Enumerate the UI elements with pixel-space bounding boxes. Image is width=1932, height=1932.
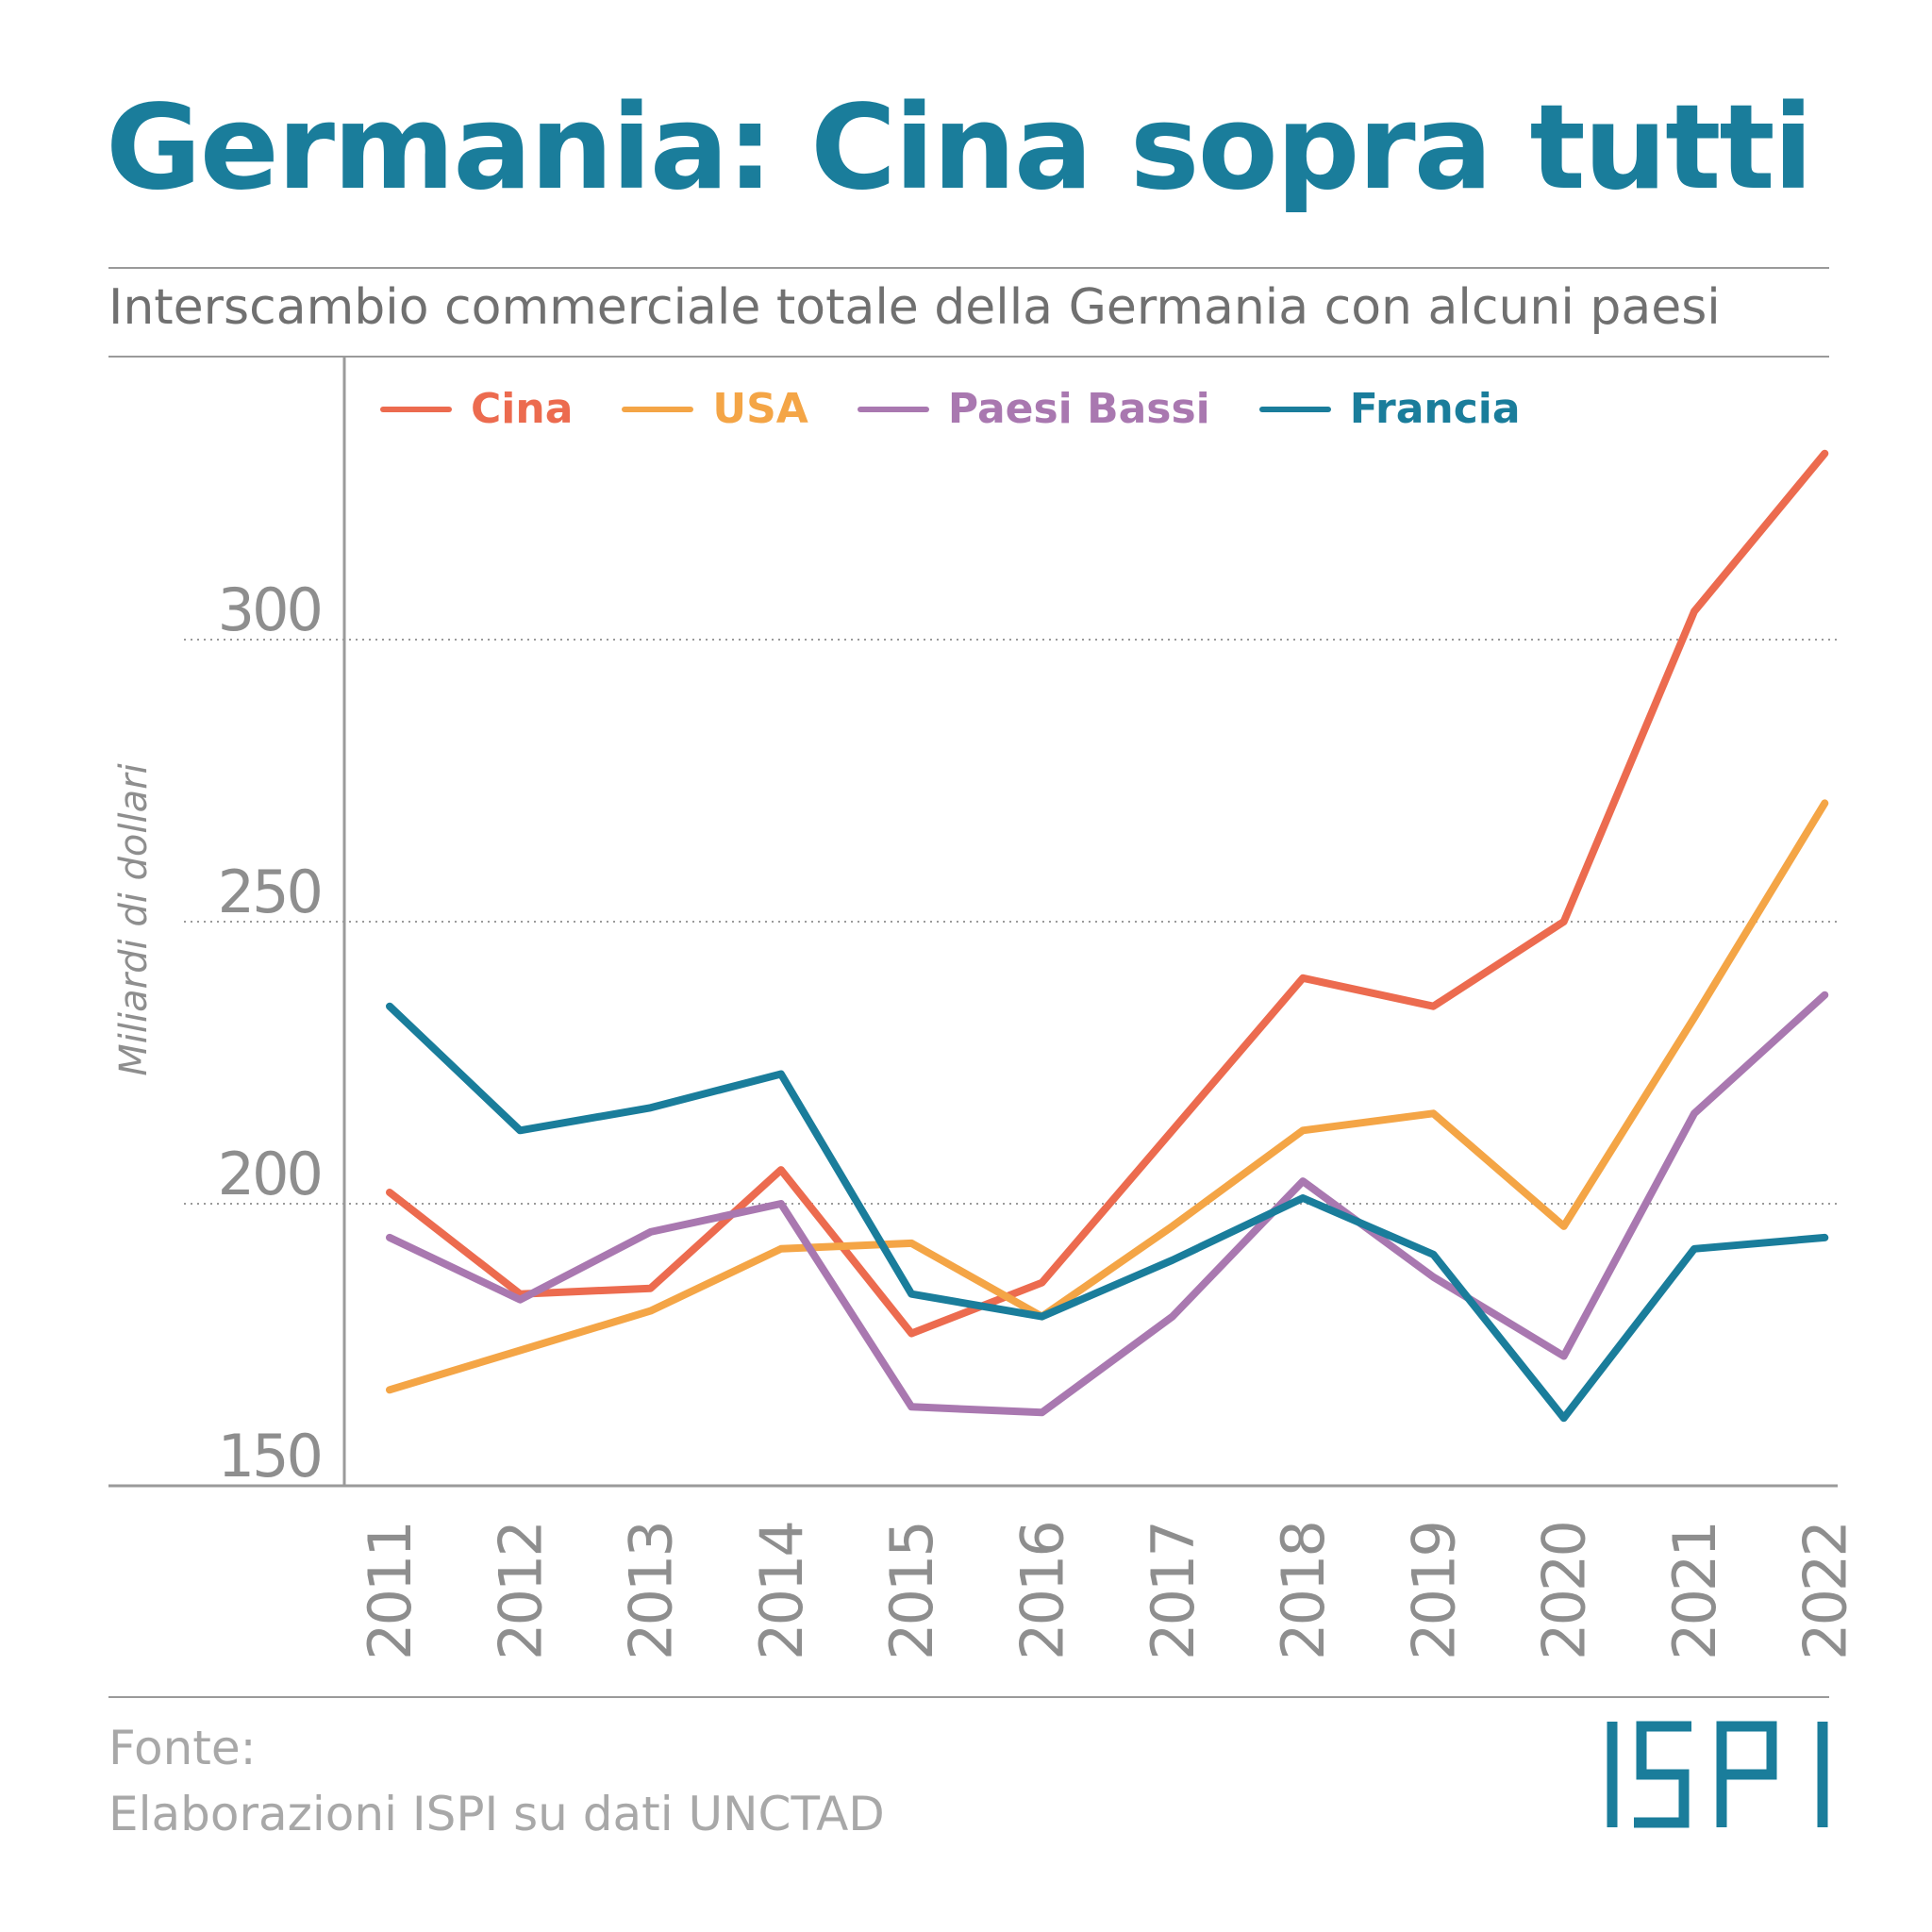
y-tick-label: 150	[218, 1422, 321, 1491]
legend-item: Paesi Bassi	[857, 385, 1210, 433]
series-line	[386, 1002, 1829, 1423]
x-tick-label: 2012	[486, 1523, 555, 1660]
footer-divider	[108, 1696, 1829, 1698]
chart-legend: Cina USA Paesi Bassi Francia	[380, 383, 1570, 436]
legend-swatch	[380, 407, 452, 412]
legend-swatch	[1258, 407, 1331, 412]
series-line	[386, 799, 1829, 1394]
x-tick-label: 2020	[1530, 1523, 1599, 1660]
page-title: Germania: Cina sopra tutti	[106, 80, 1813, 216]
title-divider	[108, 267, 1829, 269]
source-text: Elaborazioni ISPI su dati UNCTAD	[108, 1787, 885, 1841]
legend-swatch	[857, 407, 929, 412]
x-tick-label: 2013	[617, 1523, 686, 1660]
x-tick-label: 2018	[1269, 1523, 1338, 1660]
subtitle-divider	[108, 356, 1829, 358]
legend-label: Paesi Bassi	[947, 385, 1210, 433]
x-tick-label: 2019	[1399, 1523, 1468, 1660]
x-tick-label: 2014	[747, 1523, 816, 1660]
source-note: Fonte: Elaborazioni ISPI su dati UNCTAD	[108, 1715, 885, 1847]
legend-label: USA	[712, 385, 808, 433]
legend-item: Francia	[1258, 385, 1521, 433]
y-tick-label: 200	[218, 1140, 321, 1208]
x-tick-label: 2022	[1790, 1523, 1859, 1660]
legend-swatch	[622, 407, 694, 412]
x-tick-label: 2015	[877, 1523, 946, 1660]
series-line	[386, 991, 1829, 1417]
legend-label: Francia	[1349, 385, 1521, 433]
legend-item: USA	[622, 389, 808, 430]
chart-subtitle: Interscambio commerciale totale della Ge…	[108, 279, 1721, 336]
legend-item: Cina	[380, 389, 573, 430]
x-tick-label: 2017	[1139, 1523, 1208, 1660]
source-label: Fonte:	[108, 1721, 257, 1775]
y-tick-label: 300	[218, 575, 321, 644]
legend-label: Cina	[471, 385, 574, 433]
y-axis-title: Miliardi di dollari	[112, 763, 156, 1075]
x-tick-label: 2016	[1008, 1523, 1077, 1660]
y-tick-label: 250	[218, 858, 321, 926]
ispi-logo	[1607, 1721, 1828, 1828]
x-tick-label: 2021	[1660, 1523, 1729, 1660]
x-tick-label: 2011	[356, 1523, 425, 1660]
series-line	[386, 449, 1829, 1338]
